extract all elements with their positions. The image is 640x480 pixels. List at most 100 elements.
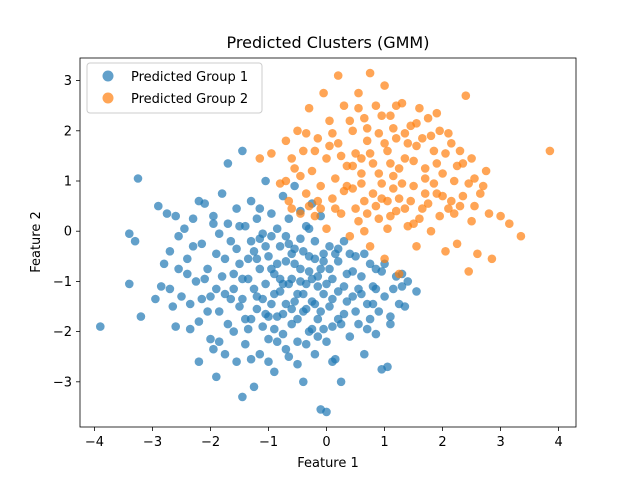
- point-group-1-198: [243, 254, 253, 264]
- point-group-1-34: [223, 159, 233, 168]
- point-group-2-63: [426, 226, 436, 236]
- point-group-2-78: [470, 174, 479, 183]
- point-group-2-139: [391, 101, 401, 110]
- point-group-1-136: [214, 229, 224, 238]
- point-group-1-29: [212, 372, 221, 382]
- point-group-1-173: [351, 307, 360, 316]
- point-group-2-85: [516, 231, 526, 241]
- point-group-1-61: [267, 299, 276, 309]
- point-group-2-112: [409, 156, 418, 166]
- point-group-2-107: [389, 124, 398, 133]
- point-group-1-93: [313, 314, 323, 324]
- point-group-2-79: [473, 249, 482, 259]
- point-group-2-6: [293, 126, 302, 136]
- point-group-1-219: [304, 267, 314, 276]
- point-group-1-26: [206, 292, 215, 301]
- point-group-2-11: [307, 166, 317, 176]
- point-group-1-209: [275, 274, 285, 284]
- point-group-1-190: [214, 337, 224, 347]
- point-group-1-121: [374, 307, 384, 316]
- point-group-2-98: [351, 204, 360, 213]
- point-group-1-48: [249, 247, 259, 256]
- point-group-2-40: [371, 201, 381, 211]
- point-group-1-134: [203, 307, 212, 316]
- point-group-1-21: [194, 317, 204, 326]
- point-group-1-98: [322, 337, 331, 347]
- point-group-2-150: [455, 146, 465, 156]
- point-group-2-141: [403, 139, 413, 148]
- point-group-2-135: [365, 149, 375, 158]
- point-group-2-23: [336, 209, 346, 218]
- point-group-2-69: [444, 204, 453, 213]
- point-group-2-8: [299, 146, 308, 156]
- point-group-1-38: [232, 204, 241, 213]
- point-group-1-13: [174, 231, 183, 241]
- point-group-1-142: [243, 324, 253, 334]
- point-group-2-76: [464, 267, 474, 276]
- point-group-2-95: [336, 151, 346, 161]
- point-group-2-82: [487, 254, 497, 264]
- point-group-1-206: [267, 264, 276, 274]
- point-group-1-59: [264, 334, 273, 344]
- point-group-2-51: [394, 194, 404, 203]
- point-group-1-118: [365, 259, 375, 269]
- point-group-1-120: [371, 329, 381, 339]
- point-group-2-10: [304, 103, 314, 113]
- point-group-2-73: [455, 201, 465, 211]
- point-group-2-14: [316, 181, 326, 191]
- point-group-1-97: [319, 289, 328, 299]
- point-group-1-140: [232, 357, 241, 367]
- point-group-1-193: [226, 294, 236, 304]
- point-group-1-75: [287, 319, 297, 329]
- x-tick-label: 1: [380, 435, 388, 450]
- point-group-1-176: [368, 299, 378, 309]
- point-group-1-18: [188, 214, 198, 223]
- legend-label-group-2: Predicted Group 2: [131, 92, 248, 107]
- point-group-2-24: [339, 101, 349, 110]
- point-group-2-48: [389, 171, 398, 181]
- legend: Predicted Group 1 Predicted Group 2: [86, 62, 263, 114]
- point-group-2-13: [313, 134, 323, 143]
- point-group-1-141: [238, 294, 247, 304]
- point-group-1-52: [255, 264, 265, 274]
- point-group-1-130: [412, 287, 421, 296]
- point-group-1-135: [209, 344, 218, 354]
- legend-marker-group-2: [102, 92, 114, 104]
- point-group-1-44: [241, 339, 250, 349]
- point-group-2-53: [400, 154, 410, 163]
- point-group-1-165: [319, 324, 328, 334]
- point-group-2-132: [348, 161, 358, 171]
- point-group-2-136: [374, 214, 384, 223]
- point-group-1-53: [255, 349, 265, 359]
- point-group-1-192: [223, 319, 233, 329]
- point-group-2-34: [360, 196, 369, 206]
- point-group-2-5: [290, 164, 299, 173]
- point-group-1-222: [313, 282, 323, 291]
- point-group-1-217: [299, 247, 308, 256]
- point-group-1-187: [200, 274, 209, 284]
- point-group-1-50: [252, 214, 262, 223]
- point-group-1-216: [296, 277, 305, 286]
- point-group-1-188: [209, 219, 218, 228]
- point-group-1-235: [386, 319, 395, 329]
- point-group-2-16: [322, 154, 331, 163]
- x-axis: −4 −3 −2 −1 0 1 2 3 4: [85, 427, 563, 450]
- point-group-2-143: [418, 134, 427, 143]
- point-group-2-125: [476, 189, 485, 198]
- y-axis: −3 −2 −1 0 1 2 3: [53, 74, 80, 390]
- point-group-2-44: [380, 254, 389, 264]
- point-group-1-163: [313, 332, 323, 341]
- point-group-2-31: [354, 216, 363, 226]
- point-group-2-71: [449, 176, 459, 186]
- point-group-1-15: [180, 224, 189, 233]
- point-group-2-133: [354, 103, 363, 113]
- point-group-1-223: [316, 307, 326, 316]
- point-group-1-103: [328, 322, 337, 331]
- point-group-2-128: [301, 129, 311, 138]
- point-group-1-19: [191, 277, 201, 286]
- point-group-1-112: [348, 292, 358, 301]
- point-group-2-123: [458, 191, 468, 201]
- point-group-2-59: [415, 103, 424, 113]
- y-tick-label: −2: [53, 325, 72, 340]
